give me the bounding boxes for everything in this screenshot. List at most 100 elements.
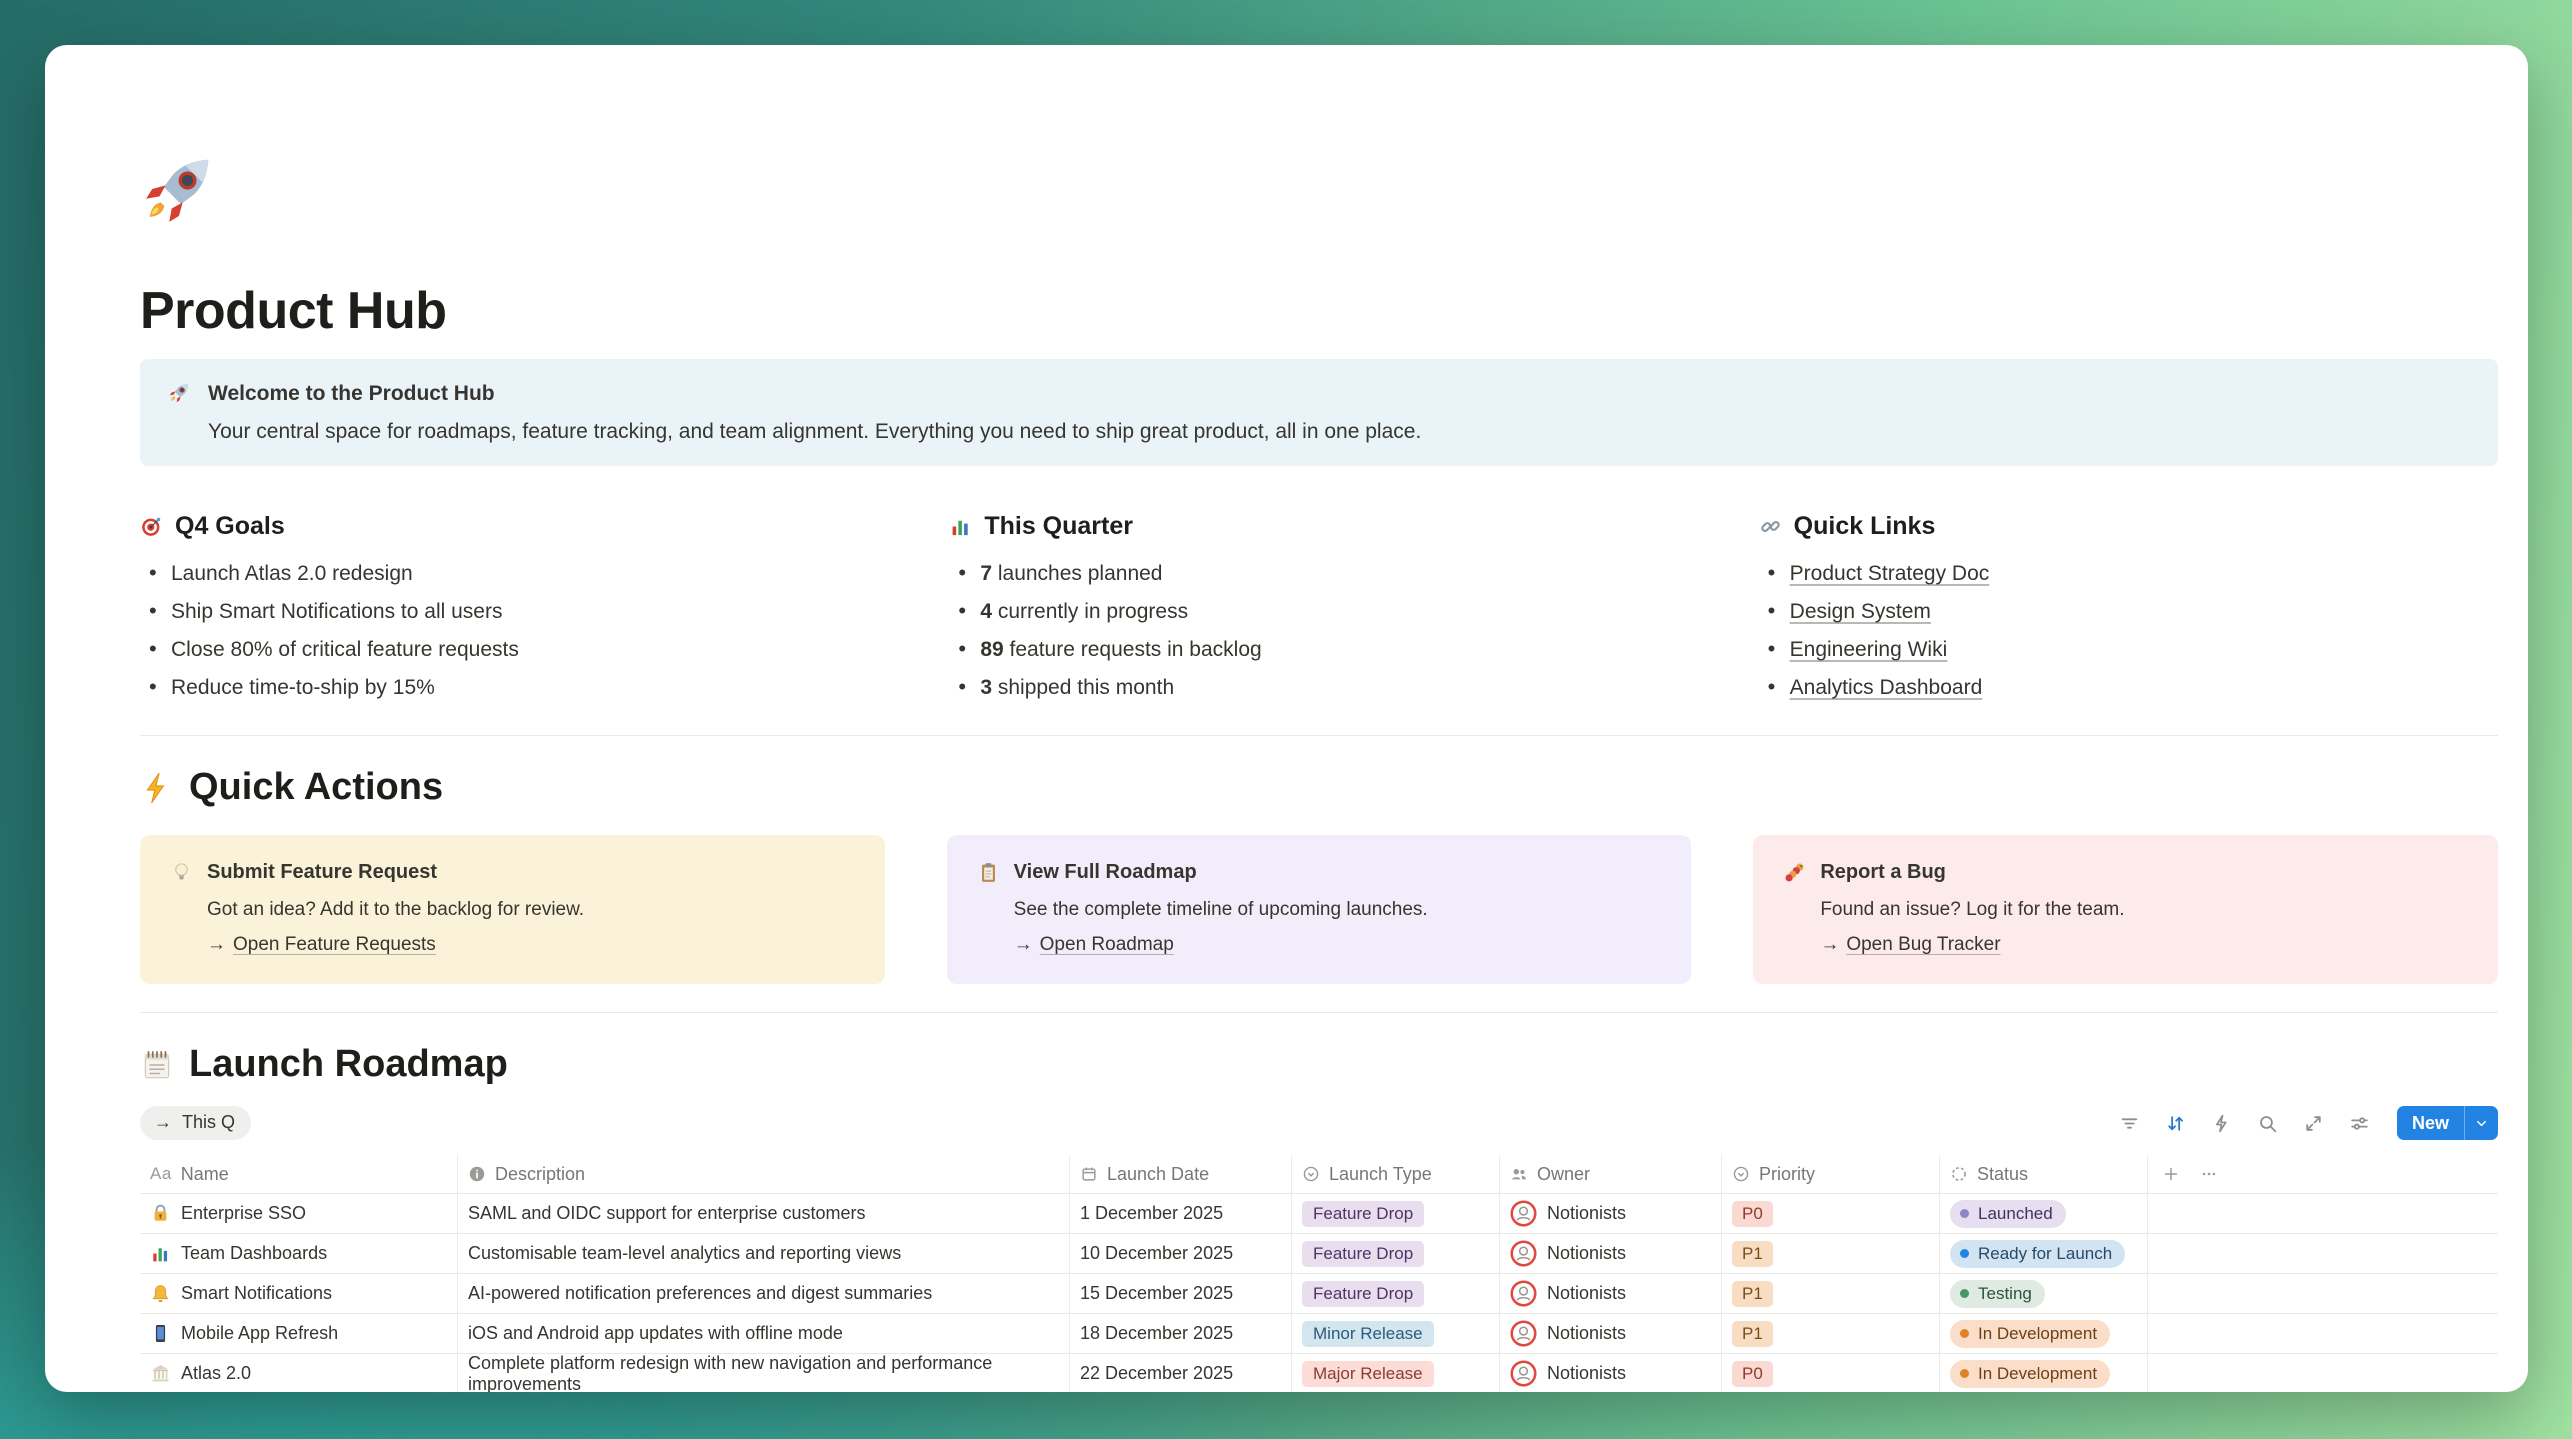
cell-priority[interactable]: P1 xyxy=(1722,1234,1940,1273)
list-item: Close 80% of critical feature requests xyxy=(140,631,879,669)
cell-empty[interactable] xyxy=(2148,1274,2498,1313)
more-options-icon[interactable] xyxy=(2200,1165,2218,1183)
launch-type-tag[interactable]: Minor Release xyxy=(1302,1320,1434,1347)
cell-empty[interactable] xyxy=(2148,1314,2498,1353)
cell-description[interactable]: SAML and OIDC support for enterprise cus… xyxy=(458,1194,1070,1233)
filter-icon[interactable] xyxy=(2119,1113,2140,1134)
status-pill[interactable]: Launched xyxy=(1950,1199,2066,1228)
page-icon-rocket[interactable] xyxy=(140,150,2498,233)
list-item: 7 launches planned xyxy=(949,555,1688,593)
launch-type-tag[interactable]: Feature Drop xyxy=(1302,1240,1425,1267)
cell-description[interactable]: iOS and Android app updates with offline… xyxy=(458,1314,1070,1353)
open-bug-tracker-link[interactable]: Open Bug Tracker xyxy=(1846,934,2001,955)
column-header-status[interactable]: Status xyxy=(1940,1155,2148,1193)
column-header-priority[interactable]: Priority xyxy=(1722,1155,1940,1193)
link-product-strategy-doc[interactable]: Product Strategy Doc xyxy=(1789,562,1990,585)
cell-launch-date[interactable]: 18 December 2025 xyxy=(1070,1314,1292,1353)
cell-name[interactable]: Smart Notifications xyxy=(140,1274,458,1313)
launch-type-tag[interactable]: Feature Drop xyxy=(1302,1200,1425,1227)
cell-priority[interactable]: P1 xyxy=(1722,1314,1940,1353)
cell-name[interactable]: Team Dashboards xyxy=(140,1234,458,1273)
card-submit-feature-request: Submit Feature Request Got an idea? Add … xyxy=(140,835,885,984)
column-header-description[interactable]: Description xyxy=(458,1155,1070,1193)
target-icon xyxy=(140,515,163,538)
people-icon xyxy=(1512,1169,1527,1180)
cell-owner[interactable]: Notionists xyxy=(1500,1354,1722,1392)
sort-icon[interactable] xyxy=(2165,1113,2186,1134)
cell-priority[interactable]: P0 xyxy=(1722,1194,1940,1233)
cell-status[interactable]: Launched xyxy=(1940,1194,2148,1233)
priority-tag[interactable]: P0 xyxy=(1732,1200,1773,1227)
cell-launch-type[interactable]: Feature Drop xyxy=(1292,1274,1500,1313)
view-settings-icon[interactable] xyxy=(2349,1113,2370,1134)
new-button[interactable]: New xyxy=(2396,1106,2498,1140)
callout-title: Welcome to the Product Hub xyxy=(208,382,495,405)
view-tab-this-q[interactable]: → This Q xyxy=(140,1106,252,1140)
card-description: See the complete timeline of upcoming la… xyxy=(1013,899,1428,920)
launch-type-tag[interactable]: Major Release xyxy=(1302,1360,1434,1387)
open-roadmap-link[interactable]: Open Roadmap xyxy=(1039,934,1174,955)
cell-owner[interactable]: Notionists xyxy=(1500,1314,1722,1353)
open-feature-requests-link[interactable]: Open Feature Requests xyxy=(233,934,436,955)
add-column-icon[interactable] xyxy=(2162,1165,2180,1183)
cell-launch-date[interactable]: 22 December 2025 xyxy=(1070,1354,1292,1392)
launch-type-tag[interactable]: Feature Drop xyxy=(1302,1280,1425,1307)
priority-tag[interactable]: P1 xyxy=(1732,1320,1773,1347)
list-item: Analytics Dashboard xyxy=(1759,669,2498,707)
cell-priority[interactable]: P1 xyxy=(1722,1274,1940,1313)
cell-empty[interactable] xyxy=(2148,1234,2498,1273)
card-report-a-bug: Report a Bug Found an issue? Log it for … xyxy=(1753,835,2498,984)
cell-empty[interactable] xyxy=(2148,1194,2498,1233)
link-analytics-dashboard[interactable]: Analytics Dashboard xyxy=(1789,676,1983,699)
cell-status[interactable]: In Development xyxy=(1940,1314,2148,1353)
status-pill[interactable]: Ready for Launch xyxy=(1950,1239,2126,1268)
cell-priority[interactable]: P0 xyxy=(1722,1354,1940,1392)
cell-owner[interactable]: Notionists xyxy=(1500,1194,1722,1233)
launch-roadmap-heading: Launch Roadmap xyxy=(189,1043,508,1085)
table-row: Team Dashboards Customisable team-level … xyxy=(140,1234,2498,1274)
cell-status[interactable]: Ready for Launch xyxy=(1940,1234,2148,1273)
cell-status[interactable]: Testing xyxy=(1940,1274,2148,1313)
cell-empty[interactable] xyxy=(2148,1354,2498,1392)
new-button-label[interactable]: New xyxy=(2411,1112,2449,1133)
cell-launch-type[interactable]: Feature Drop xyxy=(1292,1234,1500,1273)
cell-owner[interactable]: Notionists xyxy=(1500,1274,1722,1313)
cell-owner[interactable]: Notionists xyxy=(1500,1234,1722,1273)
mobile-phone-icon xyxy=(150,1323,171,1344)
priority-tag[interactable]: P0 xyxy=(1732,1360,1773,1387)
link-engineering-wiki[interactable]: Engineering Wiki xyxy=(1789,638,1948,661)
status-pill[interactable]: In Development xyxy=(1950,1319,2111,1348)
cell-launch-type[interactable]: Minor Release xyxy=(1292,1314,1500,1353)
column-header-launch-date[interactable]: Launch Date xyxy=(1070,1155,1292,1193)
cell-name[interactable]: Enterprise SSO xyxy=(140,1194,458,1233)
search-icon[interactable] xyxy=(2257,1113,2278,1134)
status-pill[interactable]: Testing xyxy=(1950,1279,2045,1308)
list-item: 89 feature requests in backlog xyxy=(949,631,1688,669)
link-design-system[interactable]: Design System xyxy=(1789,600,1931,623)
status-pill[interactable]: In Development xyxy=(1950,1359,2111,1388)
cell-description[interactable]: Complete platform redesign with new navi… xyxy=(458,1353,1070,1392)
owner-avatar xyxy=(1510,1200,1537,1227)
zap-icon[interactable] xyxy=(2211,1113,2232,1134)
cell-launch-type[interactable]: Feature Drop xyxy=(1292,1194,1500,1233)
card-title: Submit Feature Request xyxy=(207,861,438,883)
bug-icon xyxy=(1783,861,1806,884)
arrow-right-icon: → xyxy=(207,934,226,955)
cell-status[interactable]: In Development xyxy=(1940,1354,2148,1392)
expand-icon[interactable] xyxy=(2303,1113,2324,1134)
cell-launch-type[interactable]: Major Release xyxy=(1292,1354,1500,1392)
column-header-owner[interactable]: Owner xyxy=(1500,1155,1722,1193)
priority-tag[interactable]: P1 xyxy=(1732,1280,1773,1307)
cell-description[interactable]: Customisable team-level analytics and re… xyxy=(458,1234,1070,1273)
cell-launch-date[interactable]: 15 December 2025 xyxy=(1070,1274,1292,1313)
column-header-launch-type[interactable]: Launch Type xyxy=(1292,1155,1500,1193)
cell-name[interactable]: Mobile App Refresh xyxy=(140,1314,458,1353)
cell-launch-date[interactable]: 10 December 2025 xyxy=(1070,1234,1292,1273)
cell-description[interactable]: AI-powered notification preferences and … xyxy=(458,1274,1070,1313)
cell-launch-date[interactable]: 1 December 2025 xyxy=(1070,1194,1292,1233)
chevron-down-icon[interactable] xyxy=(2465,1106,2498,1140)
column-header-name[interactable]: Aa Name xyxy=(140,1155,458,1193)
cell-name[interactable]: Atlas 2.0 xyxy=(140,1354,458,1392)
callout-description: Your central space for roadmaps, feature… xyxy=(208,420,1422,443)
priority-tag[interactable]: P1 xyxy=(1732,1240,1773,1267)
